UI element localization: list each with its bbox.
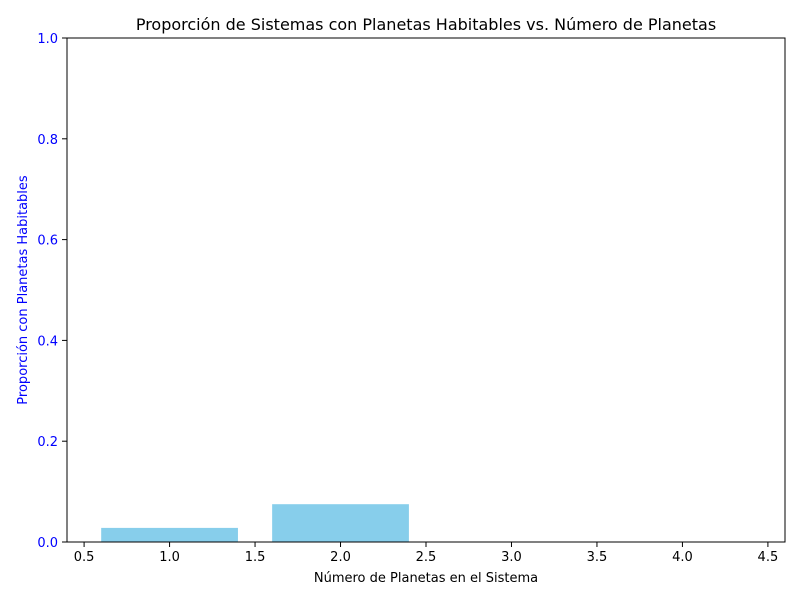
y-tick-label: 1.0 [37, 32, 58, 47]
y-axis-ticks: 0.0 0.2 0.4 0.6 0.8 1.0 [37, 32, 67, 551]
x-axis-label: Número de Planetas en el Sistema [314, 571, 538, 586]
bars-group [101, 504, 409, 542]
x-tick-label: 2.0 [330, 550, 351, 565]
bar-1 [101, 527, 238, 542]
y-tick-label: 0.6 [37, 234, 58, 249]
x-tick-label: 3.5 [587, 550, 608, 565]
x-tick-label: 1.5 [245, 550, 266, 565]
axes-frame [66, 37, 786, 543]
x-tick-label: 1.0 [159, 550, 180, 565]
bar-2 [272, 504, 409, 542]
x-axis-ticks: 0.5 1.0 1.5 2.0 2.5 3.0 3.5 4.0 4.5 [74, 542, 778, 565]
y-tick-label: 0.0 [37, 536, 58, 551]
x-tick-label: 2.5 [416, 550, 437, 565]
chart-title: Proporción de Sistemas con Planetas Habi… [136, 15, 716, 34]
y-axis-label: Proporción con Planetas Habitables [16, 175, 31, 405]
x-tick-label: 4.5 [758, 550, 779, 565]
y-tick-label: 0.2 [37, 435, 58, 450]
x-tick-label: 4.0 [672, 550, 693, 565]
x-tick-label: 3.0 [501, 550, 522, 565]
y-tick-label: 0.4 [37, 334, 58, 349]
x-tick-label: 0.5 [74, 550, 95, 565]
y-tick-label: 0.8 [37, 133, 58, 148]
